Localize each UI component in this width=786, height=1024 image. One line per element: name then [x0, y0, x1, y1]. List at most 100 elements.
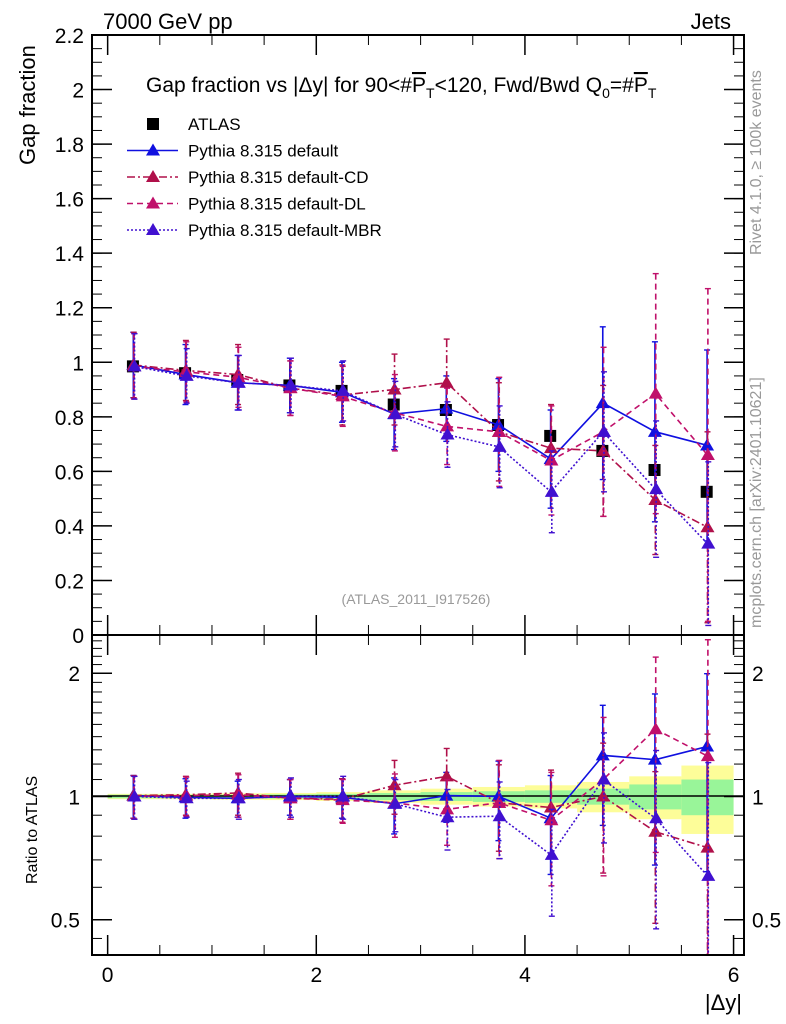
title-mid: <120, Fwd/Bwd Q: [435, 74, 603, 97]
data-point: [179, 791, 194, 804]
data-point: [440, 802, 455, 815]
data-point: [491, 418, 506, 430]
y-tick-label: 0.2: [55, 570, 84, 593]
legend-item-atlas: ATLAS: [147, 115, 241, 134]
data-point: [440, 427, 455, 440]
series-line-dl: [133, 365, 709, 462]
process-label: Jets: [691, 9, 731, 34]
x-tick-label: 0: [102, 964, 114, 987]
y-tick-label: 0.6: [55, 461, 84, 484]
ratio-panel-frame: [91, 634, 745, 956]
rivet-version-label: Rivet 4.1.0, ≥ 100k events: [748, 70, 765, 255]
data-point: [231, 791, 246, 804]
ratio-series-layer: [126, 639, 716, 955]
legend-item-dl: Pythia 8.315 default-DL: [127, 195, 366, 214]
data-point: [700, 448, 715, 460]
series-atlas: [126, 360, 713, 498]
data-point: [544, 847, 559, 860]
x-tick-label: 6: [728, 964, 740, 987]
data-point: [647, 424, 662, 437]
data-point: [336, 383, 351, 396]
data-point: [701, 868, 716, 881]
ratio-y-tick-label: 1: [68, 786, 80, 809]
data-point: [648, 386, 663, 399]
series-line-default: [133, 364, 708, 461]
data-point: [388, 796, 403, 809]
legend-marker-cd: [146, 170, 160, 182]
data-point: [127, 359, 142, 372]
data-point: [700, 749, 715, 762]
series-dl: [127, 272, 715, 623]
title-q0-sub: 0: [602, 85, 610, 101]
legend-label-dl: Pythia 8.315 default-DL: [188, 195, 366, 214]
legend-label-default: Pythia 8.315 default: [188, 142, 339, 161]
title-pt: P: [412, 74, 426, 97]
x-tick-label: 4: [519, 964, 531, 987]
legend-label-cd: Pythia 8.315 default-CD: [188, 168, 369, 187]
series-line-cd: [133, 775, 708, 849]
data-point: [648, 722, 663, 735]
series-line-dl: [133, 728, 708, 822]
data-point: [701, 536, 716, 549]
series-line-cd: [133, 364, 708, 528]
legend-label-mbr: Pythia 8.315 default-MBR: [188, 221, 382, 240]
y-tick-label: 1: [72, 352, 84, 375]
data-point: [388, 407, 403, 420]
data-point: [439, 788, 454, 801]
data-point: [649, 811, 664, 824]
title-pre: Gap fraction vs |Δy| for 90<#: [146, 74, 412, 97]
legend-marker-mbr: [146, 223, 160, 235]
data-point: [544, 484, 559, 497]
energy-label: 7000 GeV pp: [103, 9, 233, 34]
x-tick-label: 2: [310, 964, 322, 987]
data-point: [647, 752, 662, 765]
ratio-y-tick-label-right: 2: [752, 663, 764, 686]
data-point: [700, 520, 715, 533]
legend-marker-atlas: [147, 118, 159, 130]
data-point: [440, 419, 455, 432]
data-point: [492, 809, 507, 822]
series-cd: [126, 733, 715, 955]
title-pt-sub: T: [426, 85, 435, 101]
legend-label-atlas: ATLAS: [188, 115, 241, 134]
data-point: [700, 840, 715, 853]
title-post: =#: [610, 74, 634, 97]
y-tick-label: 1.6: [55, 189, 84, 212]
data-point: [231, 375, 246, 388]
series-line-mbr: [133, 365, 709, 545]
data-point: [127, 789, 142, 802]
data-point: [439, 375, 454, 388]
analysis-id-label: (ATLAS_2011_I917526): [342, 591, 491, 607]
data-point: [596, 772, 611, 785]
data-point: [284, 789, 299, 802]
legend-marker-dl: [146, 196, 160, 209]
data-point: [492, 439, 507, 452]
data-point: [179, 368, 194, 381]
series-default: [126, 672, 715, 876]
data-point: [284, 378, 299, 391]
series-mbr: [127, 332, 716, 627]
title-pt2: P: [634, 74, 648, 97]
ratio-y-tick-label: 2: [68, 663, 80, 686]
data-point: [649, 482, 664, 495]
y-tick-label: 0.4: [55, 516, 85, 539]
legend-marker-default: [146, 143, 160, 156]
x-axis-title: |Δy|: [705, 990, 742, 1015]
ratio-y-tick-label-right: 1: [752, 786, 764, 809]
y-tick-label: 2.2: [55, 25, 84, 48]
y-tick-label: 0: [72, 625, 84, 648]
ratio-y-tick-label: 0.5: [51, 910, 80, 933]
legend: ATLAS Pythia 8.315 default Pythia 8.315 de…: [127, 115, 382, 240]
legend-item-mbr: Pythia 8.315 default-MBR: [127, 221, 382, 240]
main-series-layer: [126, 272, 716, 627]
data-point: [440, 810, 455, 823]
data-point: [439, 769, 454, 782]
y-tick-label: 1.4: [55, 243, 85, 266]
y-tick-label: 2: [72, 80, 84, 103]
y-tick-label: 1.8: [55, 134, 84, 157]
series-mbr: [127, 732, 716, 955]
plot-title: Gap fraction vs |Δy| for 90<#PT<120, Fwd…: [146, 74, 657, 101]
y-tick-label: 0.8: [55, 407, 84, 430]
y-tick-label: 1.2: [55, 298, 84, 321]
